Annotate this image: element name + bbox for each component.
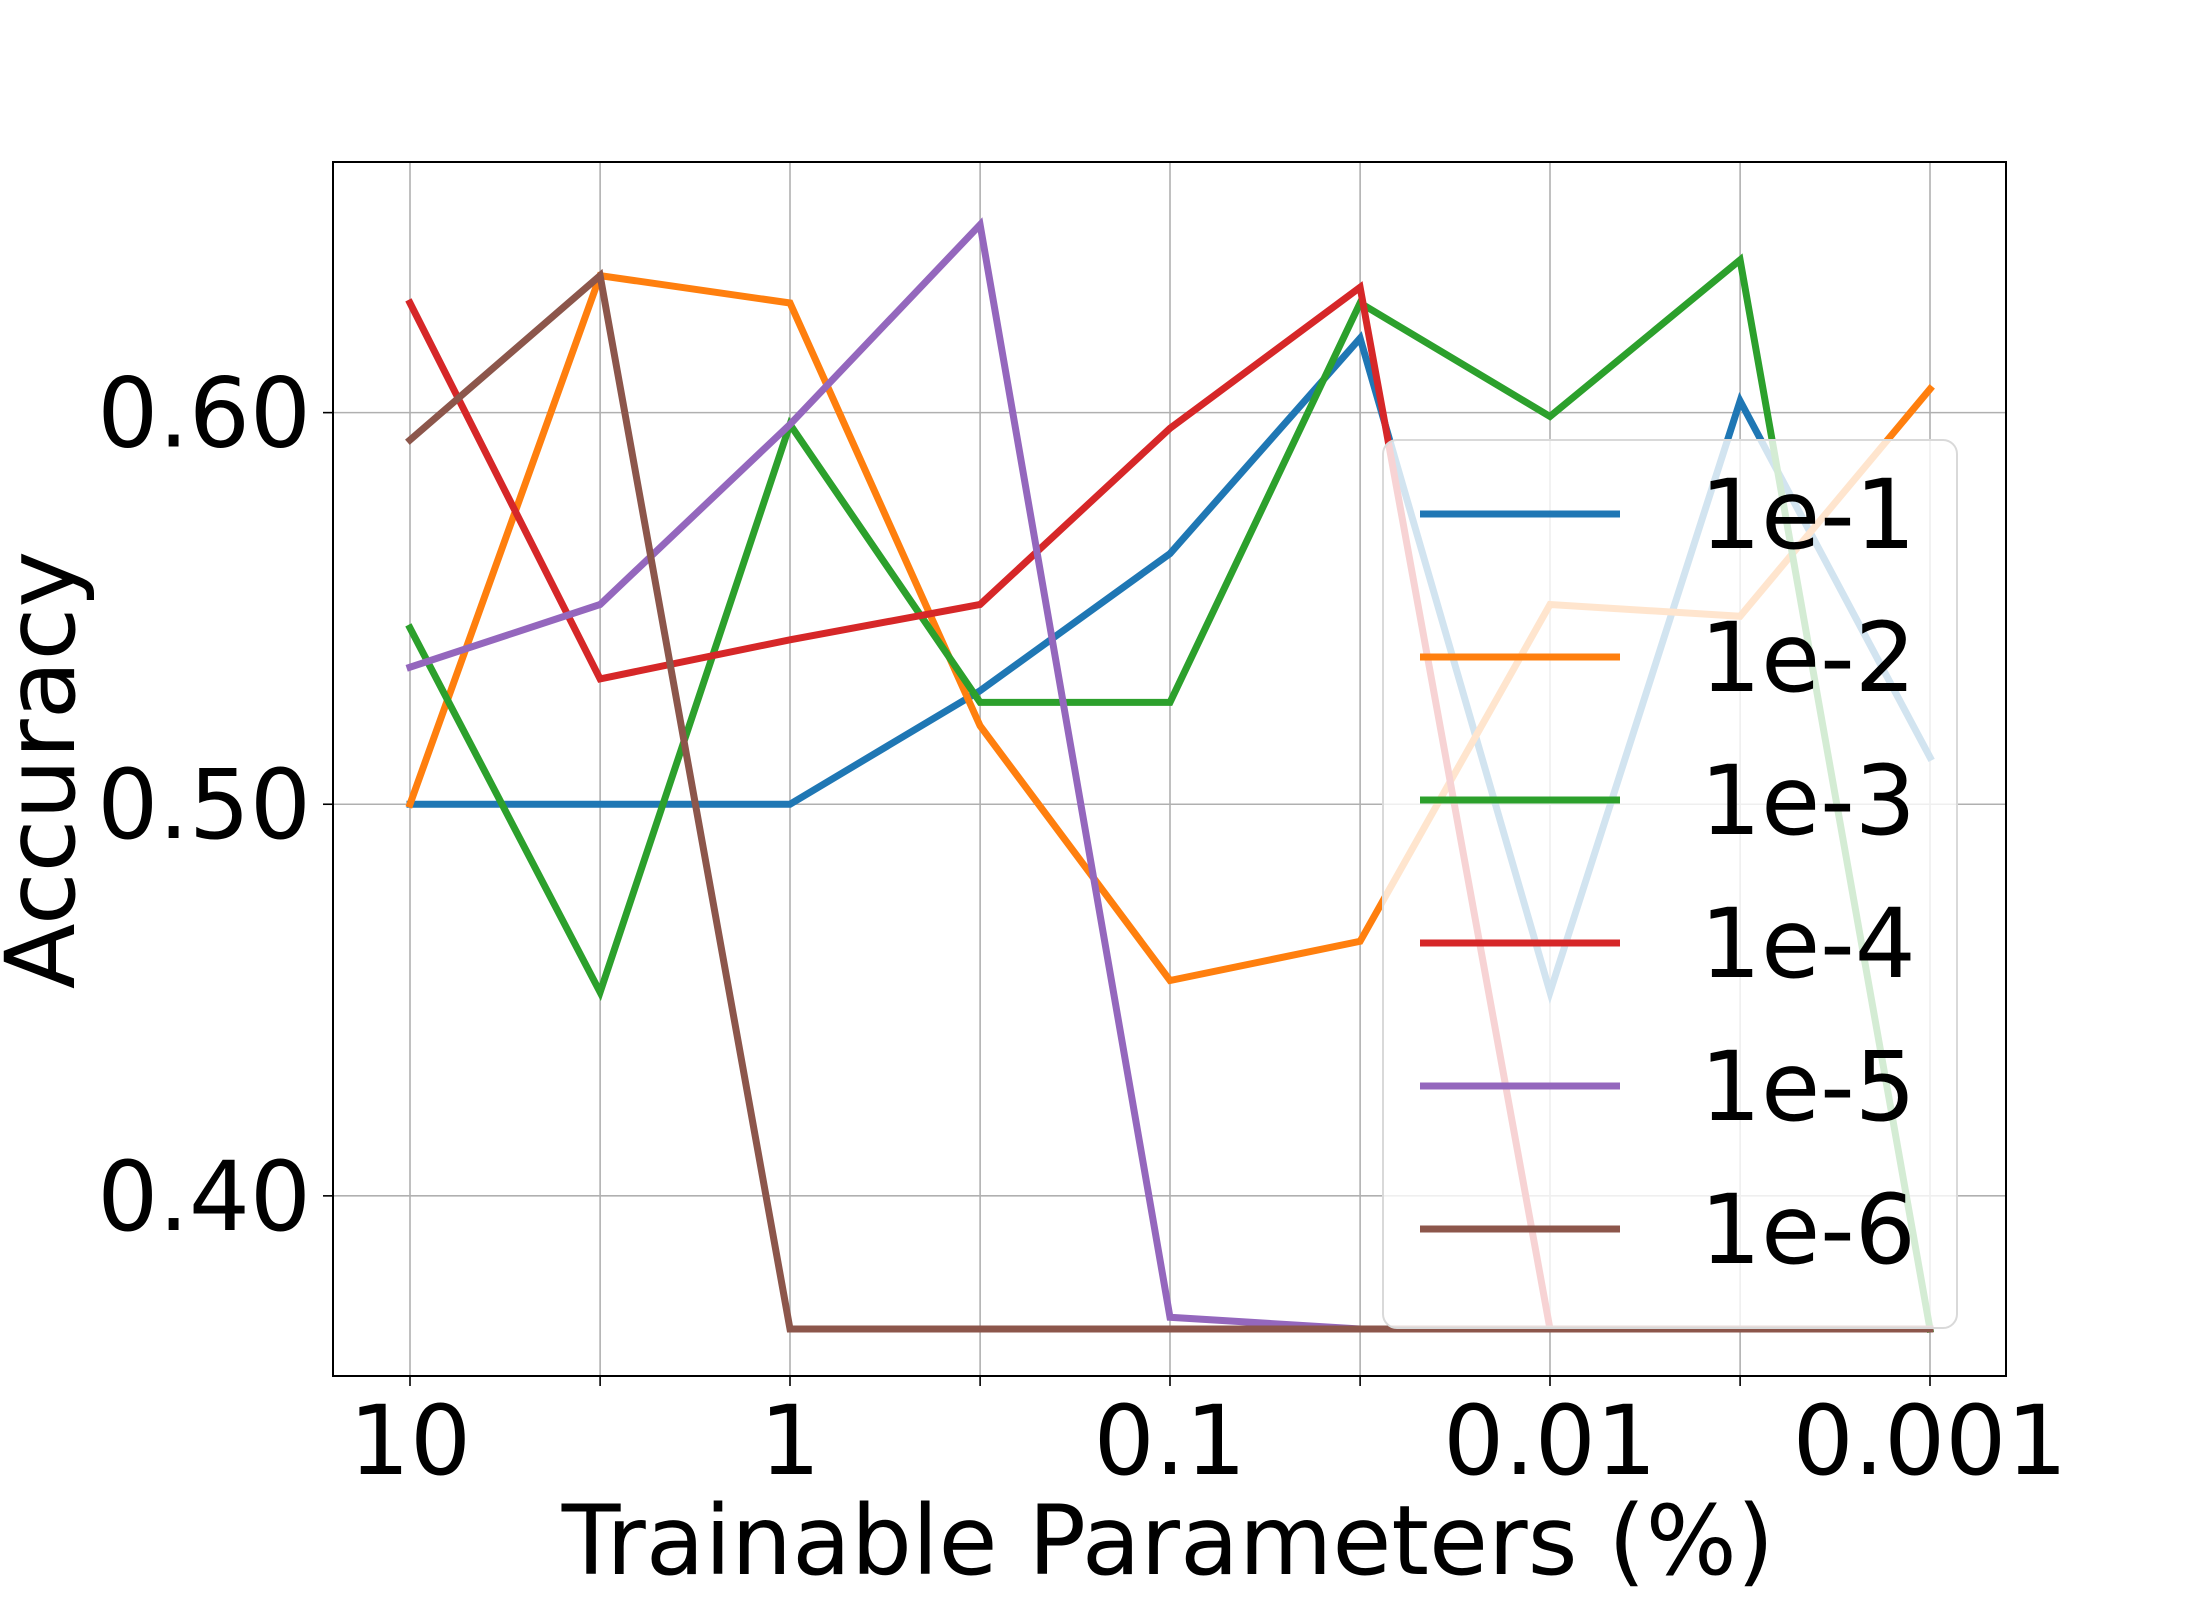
x-tick-label: 0.01 <box>1443 1385 1657 1497</box>
legend-label: 1e-6 <box>1700 1174 1916 1286</box>
y-tick-label: 0.40 <box>97 1141 311 1253</box>
legend-box <box>1382 439 1958 1329</box>
y-axis-label: Accuracy <box>0 551 97 989</box>
legend-label: 1e-5 <box>1700 1031 1916 1143</box>
x-axis-label: Trainable Parameters (%) <box>561 1485 1774 1597</box>
x-tick-label: 0.1 <box>1094 1385 1247 1497</box>
legend-label: 1e-2 <box>1700 602 1916 714</box>
y-tick-label: 0.60 <box>97 358 311 470</box>
x-tick-label: 0.001 <box>1793 1385 2068 1497</box>
legend-label: 1e-3 <box>1700 745 1916 857</box>
axis-ticks: 0.40 0.50 0.60 10 1 0.1 0.01 0.001 <box>97 358 2067 1497</box>
series-line-1e-3 <box>405 253 1935 1334</box>
legend: 1e-1 1e-2 1e-3 1e-4 1e-5 1e-6 <box>1382 439 1958 1329</box>
legend-label: 1e-1 <box>1700 459 1916 571</box>
legend-label: 1e-4 <box>1700 888 1916 1000</box>
x-tick-label: 1 <box>759 1385 820 1497</box>
y-tick-label: 0.50 <box>97 749 311 861</box>
x-tick-label: 10 <box>349 1385 471 1497</box>
